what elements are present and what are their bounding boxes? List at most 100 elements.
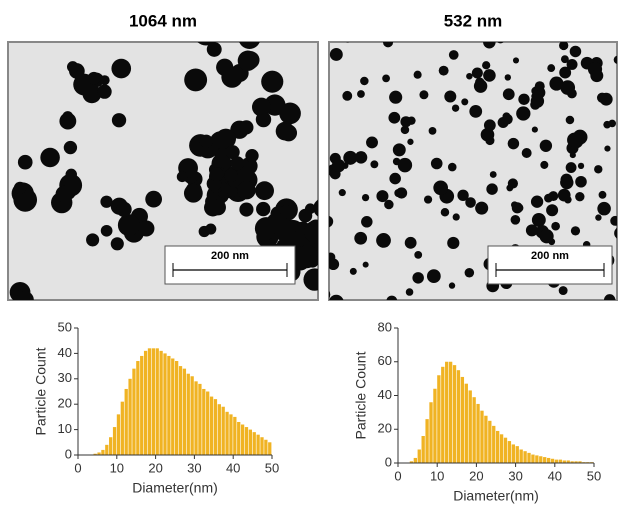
particle — [505, 14, 517, 26]
particle — [206, 42, 222, 57]
particle — [204, 198, 222, 217]
particle — [338, 189, 346, 197]
particles — [9, 16, 318, 300]
bar — [151, 348, 155, 455]
particle — [255, 181, 274, 201]
particle — [606, 306, 614, 314]
particle — [480, 127, 495, 142]
particle — [546, 204, 559, 217]
y-tick-label: 10 — [58, 421, 72, 436]
bar — [413, 457, 417, 463]
particle — [413, 70, 422, 79]
particle — [303, 268, 318, 291]
particle — [482, 61, 491, 70]
particle — [331, 158, 346, 173]
particle — [465, 197, 476, 208]
bar — [574, 461, 578, 463]
x-axis-label: Diameter(nm) — [132, 480, 218, 496]
particle — [245, 149, 259, 163]
particle — [569, 152, 576, 159]
particle — [610, 215, 617, 226]
bar — [163, 353, 167, 455]
particle — [407, 138, 414, 145]
particle — [530, 16, 539, 25]
particle — [594, 165, 603, 174]
bar — [140, 355, 144, 455]
particle — [17, 154, 33, 170]
bar — [527, 452, 531, 463]
bar — [484, 415, 488, 463]
particle — [86, 233, 100, 247]
scale-bar-box — [164, 245, 296, 285]
particle — [111, 58, 132, 79]
bar — [186, 373, 190, 455]
particle — [483, 42, 496, 49]
particle — [407, 116, 416, 125]
particle — [604, 145, 611, 152]
bar — [143, 350, 148, 455]
bar — [167, 355, 171, 455]
particle — [560, 55, 569, 64]
particle — [493, 312, 502, 321]
particle — [476, 311, 485, 320]
particle — [87, 71, 101, 85]
bar — [206, 391, 210, 455]
particle — [201, 16, 224, 39]
particle — [595, 214, 602, 221]
particle — [567, 132, 582, 148]
bar — [248, 429, 252, 455]
bar — [244, 427, 249, 455]
particle — [224, 168, 238, 183]
particle — [560, 80, 576, 95]
particle — [362, 261, 369, 268]
particle — [452, 213, 460, 221]
particle — [525, 224, 538, 237]
bar — [523, 451, 527, 463]
particle — [530, 195, 544, 208]
bar — [476, 403, 480, 463]
particle — [239, 42, 260, 49]
bar — [229, 414, 233, 455]
particle — [389, 90, 403, 104]
particle — [388, 111, 401, 124]
particle — [507, 137, 520, 150]
particle — [384, 199, 394, 210]
particle — [389, 172, 401, 185]
bar — [217, 404, 221, 455]
bar — [445, 361, 449, 463]
bar — [554, 459, 559, 463]
bar — [209, 396, 214, 455]
particle — [459, 0, 468, 8]
bar — [543, 457, 547, 463]
particle — [400, 125, 410, 135]
particle — [366, 136, 378, 149]
bar — [519, 449, 523, 463]
y-tick-label: 0 — [65, 446, 72, 461]
y-axis-label: Particle Count — [33, 347, 49, 435]
particle — [176, 171, 188, 183]
particle — [483, 119, 496, 132]
bar — [456, 370, 461, 463]
bar — [448, 361, 453, 463]
bar — [252, 432, 256, 455]
bar — [421, 436, 425, 463]
particle — [62, 111, 74, 122]
particle — [475, 201, 489, 215]
bar — [437, 375, 441, 463]
bar — [268, 442, 272, 455]
particle — [483, 69, 496, 82]
x-tick-label: 20 — [469, 468, 483, 483]
bar — [237, 421, 241, 455]
particle — [184, 68, 208, 92]
particle — [502, 88, 515, 101]
particle — [547, 193, 555, 200]
particle — [466, 72, 473, 80]
particle — [608, 119, 617, 128]
particle — [566, 58, 578, 70]
particle — [111, 113, 127, 128]
particle — [440, 208, 450, 217]
particle — [570, 226, 581, 236]
bar — [558, 459, 563, 463]
bar — [570, 461, 574, 463]
